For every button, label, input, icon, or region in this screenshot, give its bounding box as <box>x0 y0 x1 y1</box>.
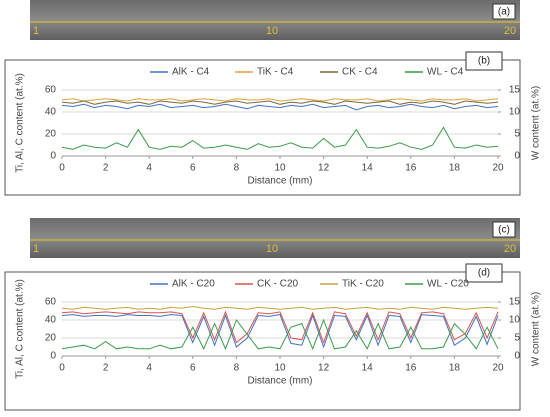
data-line <box>61 100 499 105</box>
x-tick-label: 10 <box>274 363 286 374</box>
y2-tick-label: 0 <box>514 151 520 162</box>
data-line <box>61 103 499 111</box>
scan-position: 1 <box>33 243 39 255</box>
y-tick-label: 0 <box>50 151 56 162</box>
panel-label: (b) <box>478 56 490 67</box>
y-tick-label: 40 <box>45 315 57 326</box>
x-tick-label: 0 <box>59 363 65 374</box>
x-tick-label: 16 <box>405 363 417 374</box>
x-tick-label: 0 <box>59 163 65 174</box>
legend-label: AlK - C4 <box>172 67 210 78</box>
micrograph <box>30 218 520 258</box>
legend-label: CK - C4 <box>342 67 378 78</box>
x-tick-label: 20 <box>492 363 504 374</box>
panel-label-box <box>465 51 503 71</box>
data-line <box>61 318 499 351</box>
legend-label: WL - C20 <box>427 279 469 290</box>
y-tick-label: 60 <box>45 85 57 96</box>
x-tick-label: 6 <box>190 163 196 174</box>
panel-label: (c) <box>498 225 510 236</box>
y-tick-label: 60 <box>45 297 57 308</box>
y2-tick-label: 15 <box>509 85 521 96</box>
panel-label-box <box>465 263 503 283</box>
y2-tick-label: 0 <box>514 351 520 362</box>
legend-label: CK - C20 <box>257 279 299 290</box>
legend-label: TiK - C4 <box>257 67 294 78</box>
x-tick-label: 18 <box>449 363 461 374</box>
y2-tick-label: 5 <box>514 129 520 140</box>
y2-tick-label: 15 <box>509 297 521 308</box>
legend-label: AlK - C20 <box>172 279 215 290</box>
scan-position: 20 <box>504 25 516 37</box>
y2-axis-label: W content (at.%) <box>531 292 542 366</box>
x-axis-label: Distance (mm) <box>247 176 312 187</box>
panel-label-box <box>492 221 516 238</box>
x-tick-label: 14 <box>362 163 374 174</box>
data-line <box>61 126 499 150</box>
data-line <box>61 310 499 344</box>
legend-label: WL - C4 <box>427 67 464 78</box>
data-line <box>61 98 499 102</box>
panel-label: (a) <box>498 7 510 18</box>
x-tick-label: 4 <box>146 363 152 374</box>
panel-label-box <box>492 3 516 20</box>
x-tick-label: 20 <box>492 163 504 174</box>
x-tick-label: 18 <box>449 163 461 174</box>
data-line <box>61 305 499 310</box>
x-tick-label: 6 <box>190 363 196 374</box>
y2-tick-label: 10 <box>509 315 521 326</box>
y-axis-label: Ti, Al, C content (at.%) <box>15 73 26 173</box>
x-tick-label: 14 <box>362 363 374 374</box>
x-tick-label: 8 <box>234 363 240 374</box>
scan-position: 10 <box>266 243 278 255</box>
x-tick-label: 12 <box>318 363 330 374</box>
x-tick-label: 4 <box>146 163 152 174</box>
legend-label: TiK - C20 <box>342 279 384 290</box>
x-tick-label: 12 <box>318 163 330 174</box>
x-axis-label: Distance (mm) <box>247 376 312 387</box>
y-axis-label: Ti, Al, C content (at.%) <box>15 279 26 379</box>
chart-frame <box>4 271 521 411</box>
scan-position: 20 <box>504 243 516 255</box>
y-tick-label: 0 <box>50 351 56 362</box>
y-tick-label: 20 <box>45 129 57 140</box>
scan-position: 1 <box>33 25 39 37</box>
x-tick-label: 2 <box>103 363 109 374</box>
data-line <box>61 314 499 349</box>
panel-label: (d) <box>478 268 490 279</box>
micrograph <box>30 0 520 40</box>
chart-frame <box>4 59 521 196</box>
scan-position: 10 <box>266 25 278 37</box>
x-tick-label: 8 <box>234 163 240 174</box>
x-tick-label: 2 <box>103 163 109 174</box>
x-tick-label: 16 <box>405 163 417 174</box>
y2-tick-label: 10 <box>509 107 521 118</box>
x-tick-label: 10 <box>274 163 286 174</box>
y-tick-label: 20 <box>45 333 57 344</box>
y2-axis-label: W content (at.%) <box>531 86 542 160</box>
y-tick-label: 40 <box>45 107 57 118</box>
y2-tick-label: 5 <box>514 333 520 344</box>
